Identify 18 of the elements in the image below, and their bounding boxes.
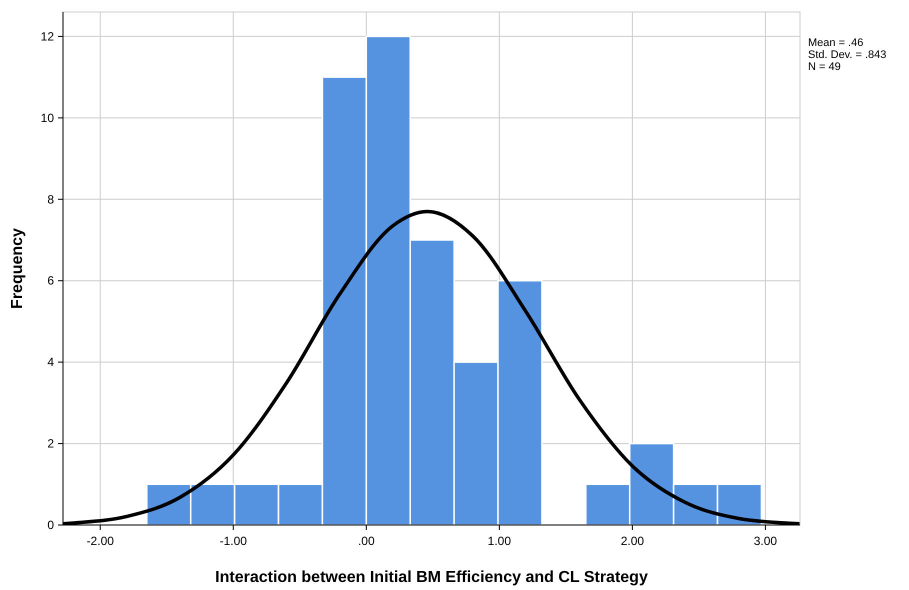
y-tick-label: 8 (47, 192, 54, 206)
x-tick-label: .00 (358, 534, 375, 548)
x-tick-label: 2.00 (620, 534, 644, 548)
x-tick-label: -2.00 (86, 534, 114, 548)
x-tick-label: 3.00 (754, 534, 778, 548)
text: Mean = .46 (808, 37, 864, 49)
y-axis-title: Frequency (9, 228, 26, 309)
x-tick-label: -1.00 (220, 534, 248, 548)
y-tick-label: 10 (40, 110, 54, 125)
x-tick-label: 1.00 (488, 534, 512, 548)
y-tick-label: 12 (40, 29, 54, 44)
y-tick-label: 4 (47, 355, 54, 370)
y-tick-label: 0 (47, 518, 54, 532)
text: N = 49 (808, 61, 841, 73)
y-tick-label: 2 (47, 436, 54, 451)
y-tick-label: 6 (47, 274, 54, 288)
text: Std. Dev. = .843 (808, 49, 886, 61)
x-axis-title: Interaction between Initial BM Efficiency and CL Strategy (215, 569, 648, 586)
